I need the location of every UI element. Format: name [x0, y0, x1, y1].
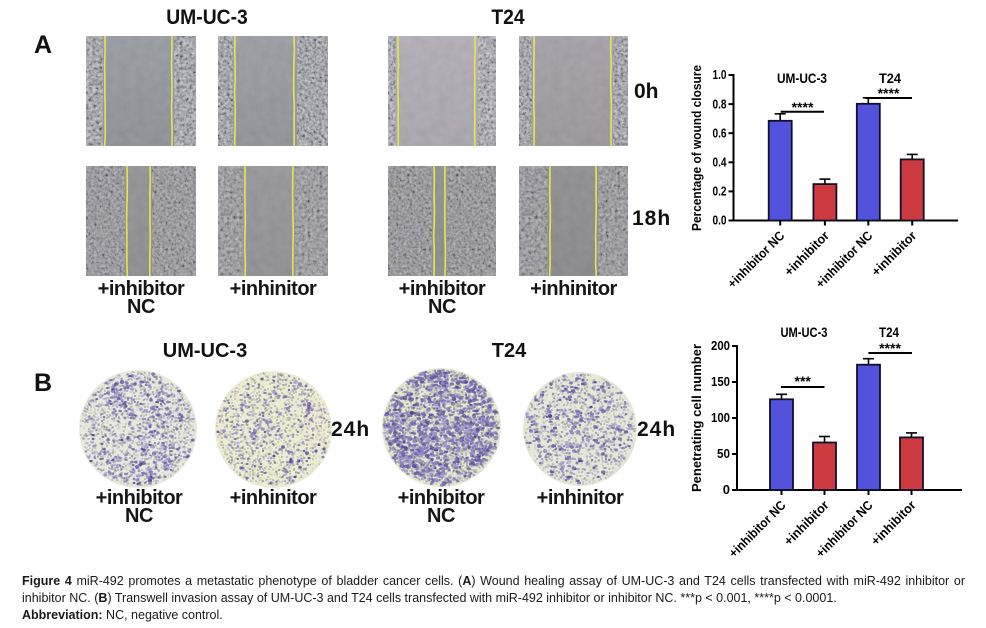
svg-text:0.4: 0.4	[713, 155, 728, 170]
svg-text:Percentage of wound closure: Percentage of wound closure	[689, 65, 704, 231]
svg-text:UM-UC-3: UM-UC-3	[781, 324, 828, 340]
svg-text:****: ****	[878, 85, 900, 101]
svg-text:T24: T24	[879, 324, 899, 340]
svg-text:1.0: 1.0	[713, 67, 727, 82]
svg-text:100: 100	[711, 410, 730, 425]
svg-text:0.6: 0.6	[713, 125, 727, 140]
svg-text:***: ***	[795, 373, 812, 389]
svg-text:UM-UC-3: UM-UC-3	[777, 70, 827, 86]
svg-text:+inhibitor NC: +inhibitor NC	[724, 228, 787, 291]
svg-text:T24: T24	[879, 70, 901, 86]
svg-text:Penetrating cell number: Penetrating cell number	[689, 344, 704, 492]
svg-text:150: 150	[711, 374, 730, 389]
svg-text:0.0: 0.0	[713, 213, 727, 228]
svg-text:0: 0	[723, 482, 730, 497]
svg-text:0.2: 0.2	[713, 184, 727, 199]
svg-text:+inhibitor NC: +inhibitor NC	[726, 497, 789, 560]
svg-text:+inhibitor: +inhibitor	[868, 498, 919, 549]
svg-text:200: 200	[711, 338, 730, 353]
svg-text:50: 50	[717, 446, 730, 461]
svg-text:0.8: 0.8	[713, 96, 727, 111]
svg-text:+inhibitor: +inhibitor	[868, 228, 919, 279]
svg-text:****: ****	[879, 340, 901, 356]
svg-text:****: ****	[792, 99, 814, 115]
